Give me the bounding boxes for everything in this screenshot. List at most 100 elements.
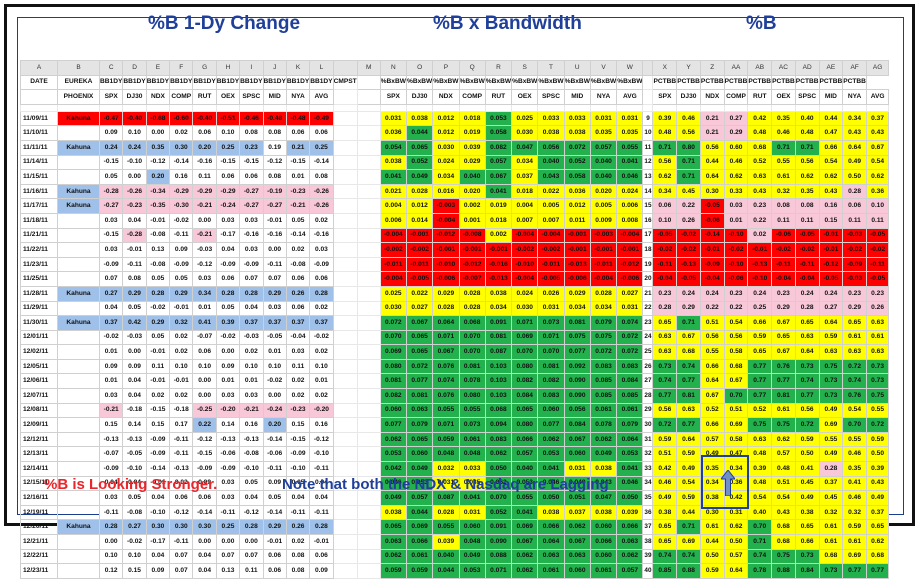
bandwidth-cell: -0.004 xyxy=(379,271,407,287)
pctb-cell: 0.63 xyxy=(747,431,773,448)
spacer-cell xyxy=(356,103,381,112)
pctb-cell: 0.23 xyxy=(842,285,867,302)
pctb-cell: 0.38 xyxy=(699,490,725,506)
column-header: OEX xyxy=(771,89,796,105)
row-number: 35 xyxy=(642,490,654,506)
bandwidth-cell: 0.084 xyxy=(616,373,644,390)
change-cell: -0.10 xyxy=(145,504,171,521)
spacer-cell xyxy=(771,103,796,112)
pctb-cell: 0.08 xyxy=(794,198,820,214)
pctb-cell: -0.11 xyxy=(771,256,796,273)
pctb-cell: -0.06 xyxy=(723,271,749,287)
bandwidth-cell: -0.004 xyxy=(589,271,618,287)
spacer-cell xyxy=(537,103,565,112)
pctb-cell: 0.68 xyxy=(723,358,749,375)
spacer-cell xyxy=(145,103,171,112)
pctb-cell: 0.54 xyxy=(723,315,749,331)
bandwidth-cell: 0.074 xyxy=(432,373,460,390)
bandwidth-cell: 0.072 xyxy=(589,344,618,360)
change-cell: 0.05 xyxy=(239,475,264,492)
bandwidth-cell: 0.039 xyxy=(616,504,644,521)
change-cell: 0.37 xyxy=(285,315,311,331)
bandwidth-cell: 0.062 xyxy=(484,446,513,463)
column-header: %BxBW xyxy=(511,74,539,91)
pctb-cell: 0.88 xyxy=(771,563,796,579)
column-letter: AD xyxy=(794,60,820,76)
col-gap xyxy=(356,417,381,433)
change-cell: 0.28 xyxy=(239,285,264,302)
pctb-cell: -0.02 xyxy=(676,227,701,244)
change-cell: -0.10 xyxy=(239,461,264,477)
pctb-cell: 0.41 xyxy=(842,475,867,492)
change-cell: -0.21 xyxy=(285,198,311,214)
change-cell: -0.10 xyxy=(309,446,334,463)
pctb-cell: 0.71 xyxy=(676,519,701,535)
pctb-cell: 0.24 xyxy=(699,285,725,302)
bandwidth-cell: 0.068 xyxy=(458,315,486,331)
pctb-cell: 0.62 xyxy=(865,169,890,185)
pctb-cell: 0.26 xyxy=(676,212,701,229)
pctb-cell: 0.39 xyxy=(747,461,773,477)
bandwidth-cell: 0.038 xyxy=(405,110,434,127)
pctb-cell: 0.63 xyxy=(842,344,867,360)
table-row: 11/28/11 Kahuna 0.27 0.29 0.28 0.29 0.34 0.28 0.… xyxy=(20,285,890,302)
change-cell: 0.06 xyxy=(192,125,217,141)
pctb-cell: 0.48 xyxy=(771,461,796,477)
change-cell: -0.10 xyxy=(122,461,147,477)
bandwidth-cell: -0.011 xyxy=(537,256,565,273)
change-cell: 0.10 xyxy=(122,548,147,565)
pctb-cell: 0.35 xyxy=(842,461,867,477)
change-cell: -0.27 xyxy=(239,198,264,214)
pctb-cell: 0.30 xyxy=(699,504,725,521)
col-gap xyxy=(332,198,358,214)
bandwidth-cell: 0.014 xyxy=(405,212,434,229)
bandwidth-cell: 0.077 xyxy=(405,373,434,390)
bandwidth-cell: 0.031 xyxy=(458,504,486,521)
change-cell: 0.01 xyxy=(309,373,334,390)
col-gap xyxy=(332,446,358,463)
column-letter: J xyxy=(262,60,287,76)
col-gap xyxy=(332,504,358,521)
pctb-cell: 0.64 xyxy=(723,563,749,579)
pctb-cell: 0.56 xyxy=(652,154,678,171)
pctb-cell: 0.60 xyxy=(723,139,749,156)
bandwidth-cell: 0.041 xyxy=(484,183,513,200)
bandwidth-cell: 0.064 xyxy=(432,315,460,331)
bandwidth-cell: 0.087 xyxy=(484,344,513,360)
row-number: 31 xyxy=(642,431,654,448)
pctb-cell: 0.67 xyxy=(699,388,725,404)
bandwidth-cell: 0.067 xyxy=(405,315,434,331)
bandwidth-cell: 0.030 xyxy=(511,300,539,317)
bandwidth-cell: 0.066 xyxy=(511,431,539,448)
pctb-cell: 0.35 xyxy=(794,183,820,200)
bandwidth-cell: 0.084 xyxy=(511,388,539,404)
change-cell: 0.29 xyxy=(122,285,147,302)
bandwidth-cell: 0.069 xyxy=(511,329,539,346)
pctb-cell: -0.13 xyxy=(676,256,701,273)
pctb-cell: 0.55 xyxy=(699,344,725,360)
bandwidth-cell: -0.001 xyxy=(432,242,460,258)
pctb-cell: 0.62 xyxy=(794,169,820,185)
column-header: %BxBW xyxy=(563,74,591,91)
bandwidth-cell: 0.063 xyxy=(537,548,565,565)
col-gap xyxy=(356,534,381,550)
eureka-cell xyxy=(57,242,100,258)
change-cell: -0.12 xyxy=(145,154,171,171)
eureka-cell xyxy=(57,548,100,565)
bandwidth-cell: 0.061 xyxy=(616,402,644,419)
change-cell: 0.10 xyxy=(169,358,194,375)
change-cell: -0.10 xyxy=(122,154,147,171)
change-cell: 0.02 xyxy=(309,212,334,229)
change-cell: 0.04 xyxy=(122,212,147,229)
bandwidth-cell: 0.069 xyxy=(405,519,434,535)
pctb-cell: 0.73 xyxy=(865,358,890,375)
bandwidth-cell: 0.083 xyxy=(589,358,618,375)
pctb-cell: 0.37 xyxy=(818,475,844,492)
col-gap xyxy=(332,534,358,550)
change-cell: 0.05 xyxy=(169,271,194,287)
pctb-cell: 0.68 xyxy=(818,548,844,565)
pctb-cell: 0.80 xyxy=(676,139,701,156)
row-number: 16 xyxy=(642,212,654,229)
change-cell: -0.26 xyxy=(309,198,334,214)
pctb-cell: 0.45 xyxy=(818,490,844,506)
